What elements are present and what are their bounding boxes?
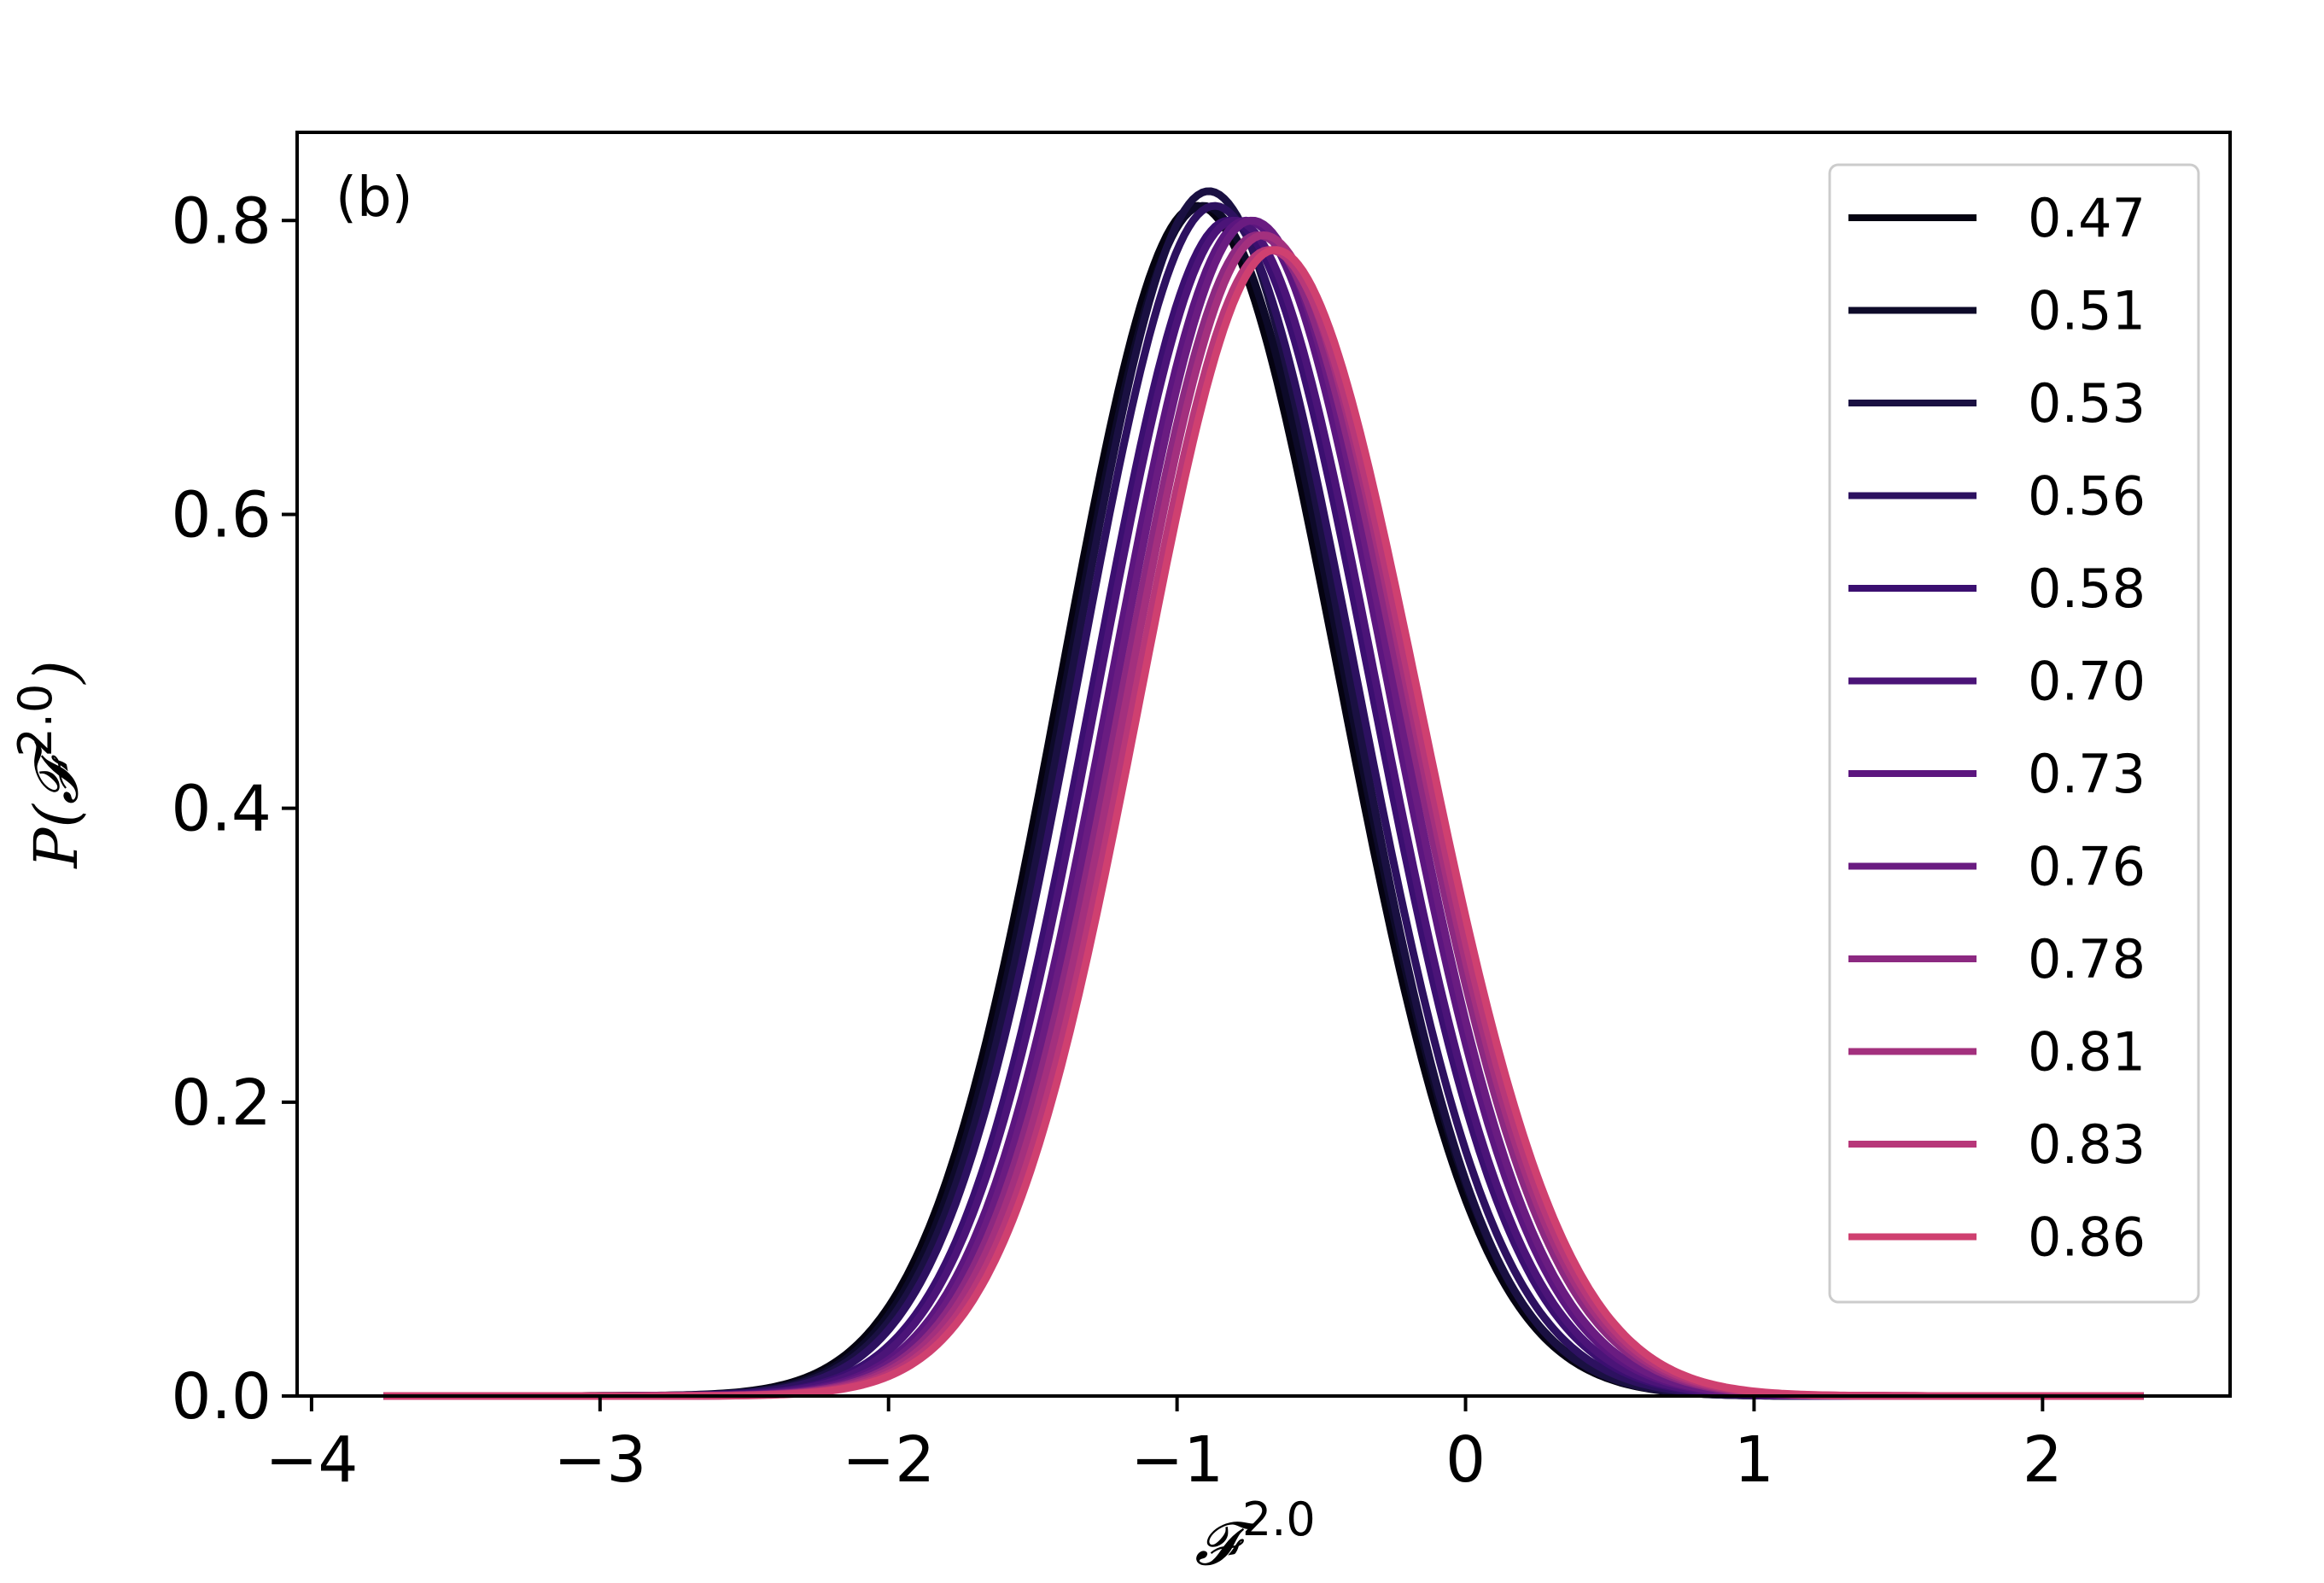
y-tick-label: 0.2 [171,1066,272,1140]
y-tick-label: 0.8 [171,184,272,258]
legend-box [1828,163,2200,1304]
legend-label: 0.78 [2028,928,2146,990]
legend-label: 0.51 [2028,280,2146,342]
y-axis-label: P(𝓕2.0) [9,660,91,869]
legend-label: 0.86 [2028,1206,2146,1269]
plot-frame [295,131,2232,1398]
x-tick-label: −4 [265,1423,358,1497]
legend-label: 0.47 [2028,187,2146,249]
panel-label: (b) [336,166,413,230]
x-axis-ticks: −4 −3 −2 −1 0 1 2 [265,1396,2063,1497]
legend-label: 0.56 [2028,465,2146,528]
y-tick-label: 0.4 [171,773,272,846]
x-tick-label: 2 [2023,1423,2063,1497]
legend-label: 0.83 [2028,1113,2146,1176]
x-axis-label: 𝓕2.0 [1194,1492,1316,1579]
x-tick-label: −2 [842,1423,935,1497]
x-tick-label: −1 [1130,1423,1223,1497]
y-axis-label-superscript: 2.0 [9,684,62,757]
y-tick-label: 0.6 [171,478,272,552]
x-tick-label: −3 [553,1423,646,1497]
legend-label: 0.70 [2028,651,2146,713]
legend-label: 0.76 [2028,836,2146,898]
legend-label: 0.81 [2028,1021,2146,1084]
legend-label: 0.53 [2028,372,2146,435]
legend-label: 0.58 [2028,558,2146,620]
legend-label: 0.73 [2028,743,2146,805]
y-tick-label: 0.0 [171,1360,272,1434]
x-tick-label: 1 [1734,1423,1774,1497]
y-axis-label-suffix: ) [21,660,91,685]
legend: 0.47 0.51 0.53 0.56 0.58 0.70 0.73 0.76 0.78 0.81… [1828,163,2200,1304]
y-axis-ticks: 0.0 0.2 0.4 0.6 0.8 [171,184,297,1434]
x-tick-label: 0 [1445,1423,1486,1497]
x-axis-label-superscript: 2.0 [1242,1492,1316,1546]
y-axis-label-prefix: P( [21,803,91,870]
